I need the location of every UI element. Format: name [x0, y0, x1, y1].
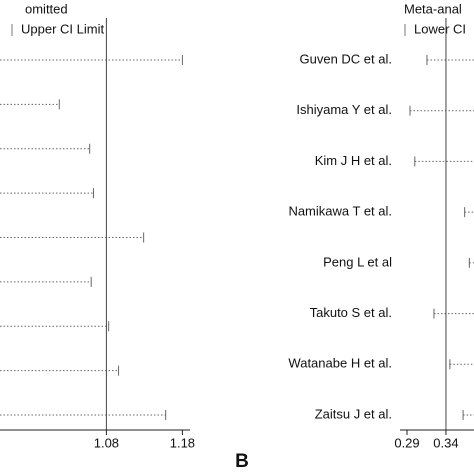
x-tick-label: 0.34: [433, 435, 458, 450]
study-label: Ishiyama Y et al.: [296, 102, 392, 117]
legend-label: Lower CI: [414, 21, 466, 36]
legend-label: Upper CI Limit: [21, 21, 104, 36]
x-tick-label: 1.08: [94, 435, 119, 450]
study-label: Peng L et al: [323, 254, 392, 269]
panel-title: omitted: [25, 1, 68, 16]
study-label: Namikawa T et al.: [288, 204, 392, 219]
study-label: Watanabe H et al.: [288, 356, 392, 371]
study-label: Guven DC et al.: [300, 51, 393, 66]
study-label: Zaitsu J et al.: [315, 406, 392, 421]
study-label: Takuto S et al.: [310, 305, 392, 320]
study-label: Kim J H et al.: [315, 153, 392, 168]
x-tick-label: 1.18: [170, 435, 195, 450]
x-tick-label: 0.29: [394, 435, 419, 450]
panel-label: B: [235, 451, 249, 472]
panel-title: Meta-anal: [404, 1, 462, 16]
